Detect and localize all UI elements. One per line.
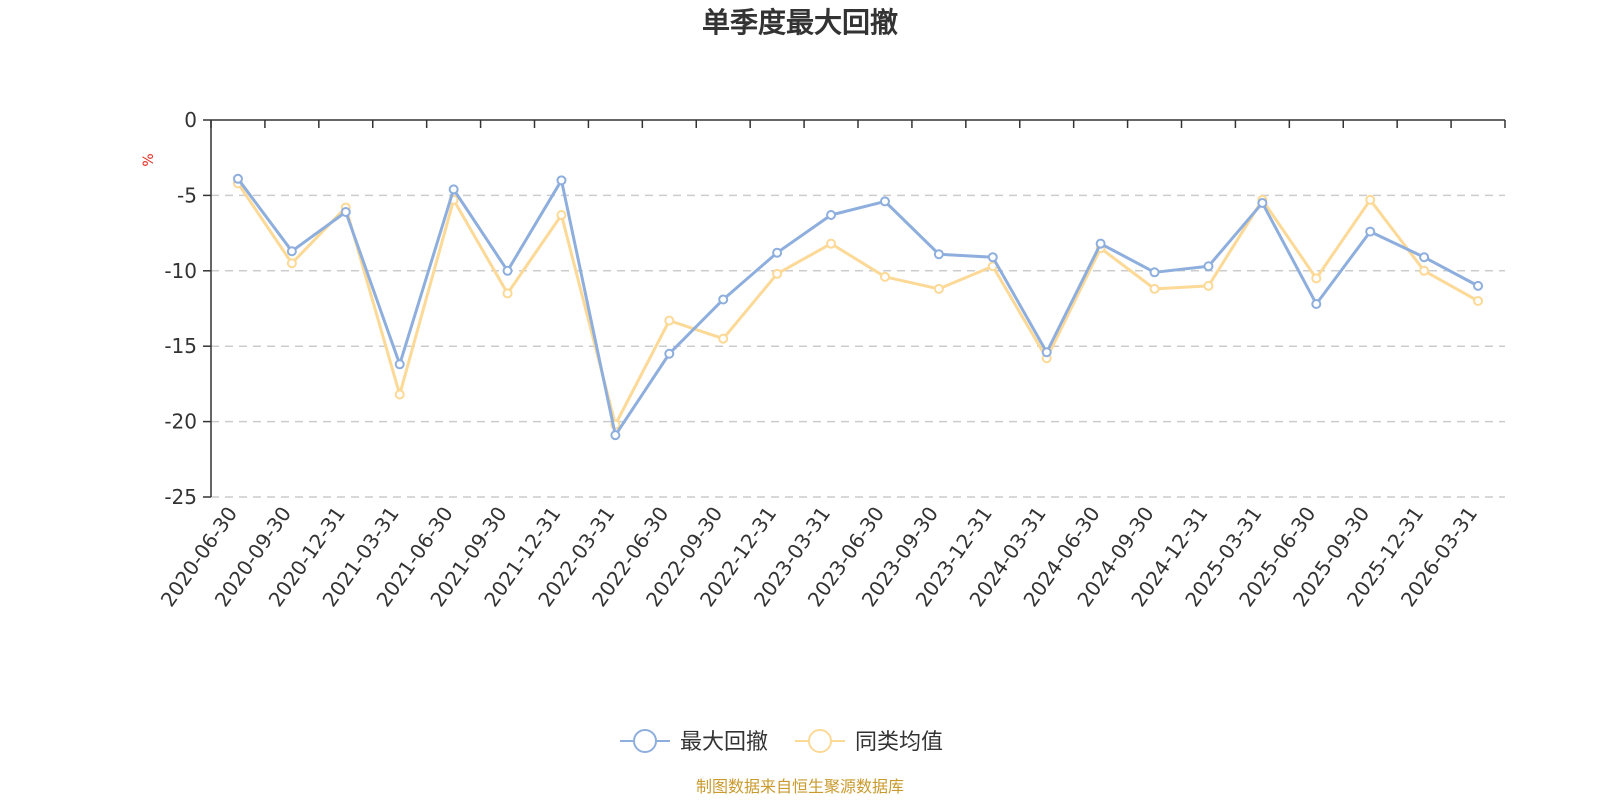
data-point[interactable]: [826, 238, 837, 249]
legend-circle-symbol: [633, 729, 657, 753]
source-note: 制图数据来自恒生聚源数据库: [696, 777, 904, 796]
legend-item[interactable]: 最大回撤: [620, 729, 768, 755]
legend-label: 同类均值: [855, 730, 943, 755]
axes: 0-5-10-15-20-252020-06-302020-09-302020-…: [156, 108, 1506, 611]
y-tick-label: -5: [177, 183, 197, 207]
data-point[interactable]: [556, 210, 567, 221]
data-point[interactable]: [502, 265, 513, 276]
data-point[interactable]: [286, 258, 297, 269]
data-point[interactable]: [1419, 252, 1430, 263]
data-point[interactable]: [772, 268, 783, 279]
data-point[interactable]: [1095, 238, 1106, 249]
data-point[interactable]: [664, 348, 675, 359]
data-point[interactable]: [933, 283, 944, 294]
data-point[interactable]: [718, 294, 729, 305]
y-axis-unit-label: %: [141, 153, 157, 166]
data-point[interactable]: [1365, 226, 1376, 237]
series-line: [236, 177, 1479, 437]
data-point[interactable]: [394, 389, 405, 400]
data-point[interactable]: [610, 430, 621, 441]
data-point[interactable]: [1203, 261, 1214, 272]
data-point[interactable]: [286, 246, 297, 257]
legend[interactable]: 最大回撤 同类均值: [620, 729, 943, 755]
data-point[interactable]: [1365, 194, 1376, 205]
series-2: [232, 178, 1484, 430]
data-point[interactable]: [556, 175, 567, 186]
data-point[interactable]: [1257, 197, 1268, 208]
data-point[interactable]: [1149, 283, 1160, 294]
data-point[interactable]: [340, 206, 351, 217]
y-tick-label: -15: [164, 334, 197, 358]
data-point[interactable]: [1473, 280, 1484, 291]
data-point[interactable]: [1311, 298, 1322, 309]
legend-label: 最大回撤: [680, 730, 768, 755]
legend-item[interactable]: 同类均值: [795, 729, 943, 755]
y-tick-label: -25: [164, 485, 197, 509]
data-point[interactable]: [1041, 347, 1052, 358]
data-point[interactable]: [1149, 267, 1160, 278]
data-point[interactable]: [772, 247, 783, 258]
data-point[interactable]: [502, 288, 513, 299]
y-tick-label: -10: [164, 259, 197, 283]
series-lines: [232, 173, 1484, 441]
data-point[interactable]: [879, 196, 890, 207]
data-point[interactable]: [1419, 265, 1430, 276]
legend-circle-symbol: [808, 729, 832, 753]
y-tick-label: -20: [164, 410, 197, 434]
y-tick-label: 0: [184, 108, 197, 132]
grid-lines: [211, 194, 1505, 498]
data-point[interactable]: [394, 359, 405, 370]
data-point[interactable]: [1473, 295, 1484, 306]
data-point[interactable]: [933, 249, 944, 260]
data-point[interactable]: [879, 271, 890, 282]
data-point[interactable]: [1203, 280, 1214, 291]
chart-title: 单季度最大回撤: [702, 6, 898, 39]
data-point[interactable]: [664, 315, 675, 326]
data-point[interactable]: [1311, 273, 1322, 284]
data-point[interactable]: [718, 333, 729, 344]
data-point[interactable]: [987, 252, 998, 263]
data-point[interactable]: [826, 210, 837, 221]
data-point[interactable]: [232, 173, 243, 184]
series-line: [236, 182, 1479, 427]
series-1: [232, 173, 1484, 441]
data-point[interactable]: [448, 184, 459, 195]
